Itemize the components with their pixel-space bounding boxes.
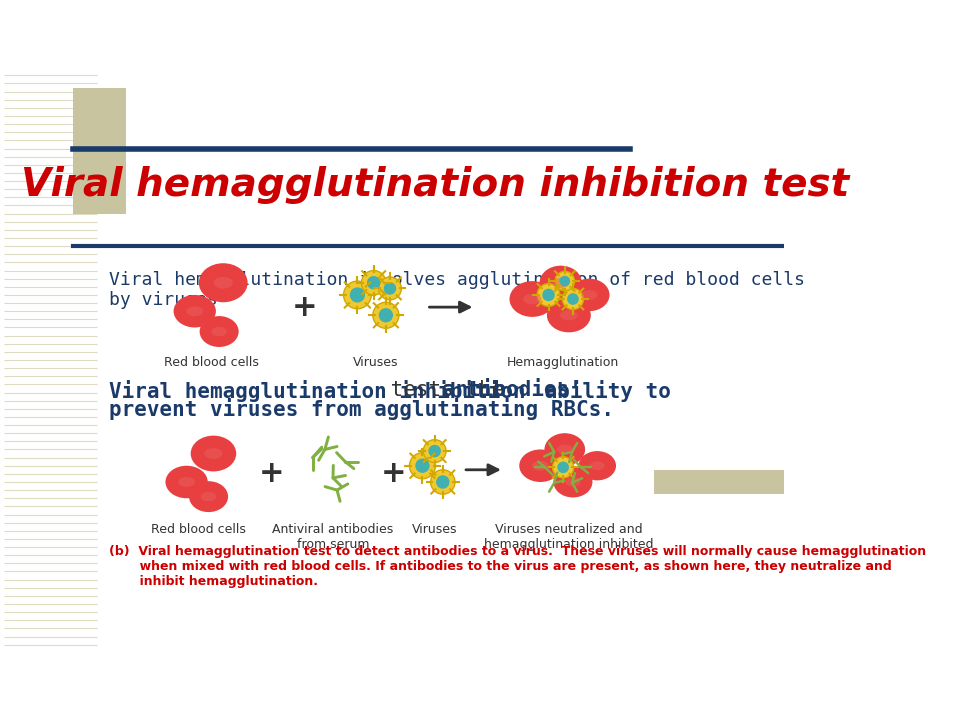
Ellipse shape — [174, 295, 216, 328]
Ellipse shape — [179, 477, 195, 487]
Text: Red blood cells: Red blood cells — [152, 523, 247, 536]
Ellipse shape — [547, 298, 590, 333]
Ellipse shape — [540, 266, 582, 300]
Ellipse shape — [532, 461, 549, 471]
Circle shape — [410, 453, 436, 479]
Ellipse shape — [510, 281, 555, 317]
Ellipse shape — [189, 481, 228, 512]
Circle shape — [344, 281, 372, 309]
Circle shape — [538, 284, 560, 306]
Ellipse shape — [552, 278, 569, 288]
Circle shape — [560, 276, 570, 287]
Circle shape — [558, 462, 569, 473]
Circle shape — [567, 293, 579, 305]
Text: +: + — [381, 459, 407, 488]
Text: Antiviral antibodies
from serum: Antiviral antibodies from serum — [273, 523, 394, 551]
Ellipse shape — [560, 310, 578, 320]
Circle shape — [367, 276, 380, 289]
Ellipse shape — [191, 436, 236, 472]
Text: Red blood cells: Red blood cells — [163, 356, 258, 369]
Text: Viral hemagglutination inhibition test: Viral hemagglutination inhibition test — [20, 166, 849, 204]
Circle shape — [428, 445, 441, 457]
Text: antibodies': antibodies' — [443, 380, 582, 400]
Circle shape — [349, 287, 365, 302]
Circle shape — [553, 456, 574, 478]
Ellipse shape — [199, 264, 248, 302]
Ellipse shape — [579, 451, 616, 480]
Ellipse shape — [523, 294, 541, 305]
Circle shape — [542, 289, 555, 301]
Ellipse shape — [186, 306, 204, 316]
Circle shape — [436, 475, 449, 489]
Text: prevent viruses from agglutinating RBCs.: prevent viruses from agglutinating RBCs. — [109, 398, 614, 420]
Text: Viral hemagglutination involves agglutination of red blood cells
by viruses: Viral hemagglutination involves agglutin… — [109, 271, 805, 310]
Text: +: + — [259, 459, 285, 488]
Ellipse shape — [565, 477, 581, 487]
Ellipse shape — [553, 467, 592, 498]
Ellipse shape — [544, 433, 586, 466]
Ellipse shape — [211, 327, 227, 336]
Text: tests the: tests the — [377, 380, 516, 400]
Text: Viruses: Viruses — [352, 356, 398, 369]
Text: ability to: ability to — [532, 380, 671, 402]
Ellipse shape — [557, 444, 573, 454]
Circle shape — [372, 302, 398, 328]
Ellipse shape — [204, 448, 223, 459]
Text: (b)  Viral hemagglutination test to detect antibodies to a virus.  These viruses: (b) Viral hemagglutination test to detec… — [109, 544, 926, 588]
Circle shape — [563, 289, 584, 310]
Ellipse shape — [519, 449, 562, 482]
Ellipse shape — [165, 466, 207, 498]
Ellipse shape — [213, 277, 233, 289]
Circle shape — [362, 271, 386, 295]
Circle shape — [431, 469, 455, 494]
Text: Viruses: Viruses — [412, 523, 457, 536]
FancyBboxPatch shape — [655, 469, 784, 494]
Circle shape — [384, 282, 396, 294]
Circle shape — [416, 459, 430, 473]
Text: Hemagglutination: Hemagglutination — [507, 356, 619, 369]
Ellipse shape — [581, 290, 597, 300]
Circle shape — [378, 308, 393, 323]
Ellipse shape — [589, 462, 605, 470]
Circle shape — [423, 440, 446, 462]
Circle shape — [378, 277, 401, 300]
FancyBboxPatch shape — [73, 88, 126, 214]
Circle shape — [555, 271, 574, 291]
Text: Viruses neutralized and
hemagglutination inhibited: Viruses neutralized and hemagglutination… — [484, 523, 654, 551]
Ellipse shape — [569, 279, 610, 311]
Text: +: + — [292, 292, 318, 322]
Ellipse shape — [200, 316, 239, 347]
Text: Viral hemagglutination inhibition: Viral hemagglutination inhibition — [109, 380, 526, 402]
Ellipse shape — [201, 492, 216, 501]
